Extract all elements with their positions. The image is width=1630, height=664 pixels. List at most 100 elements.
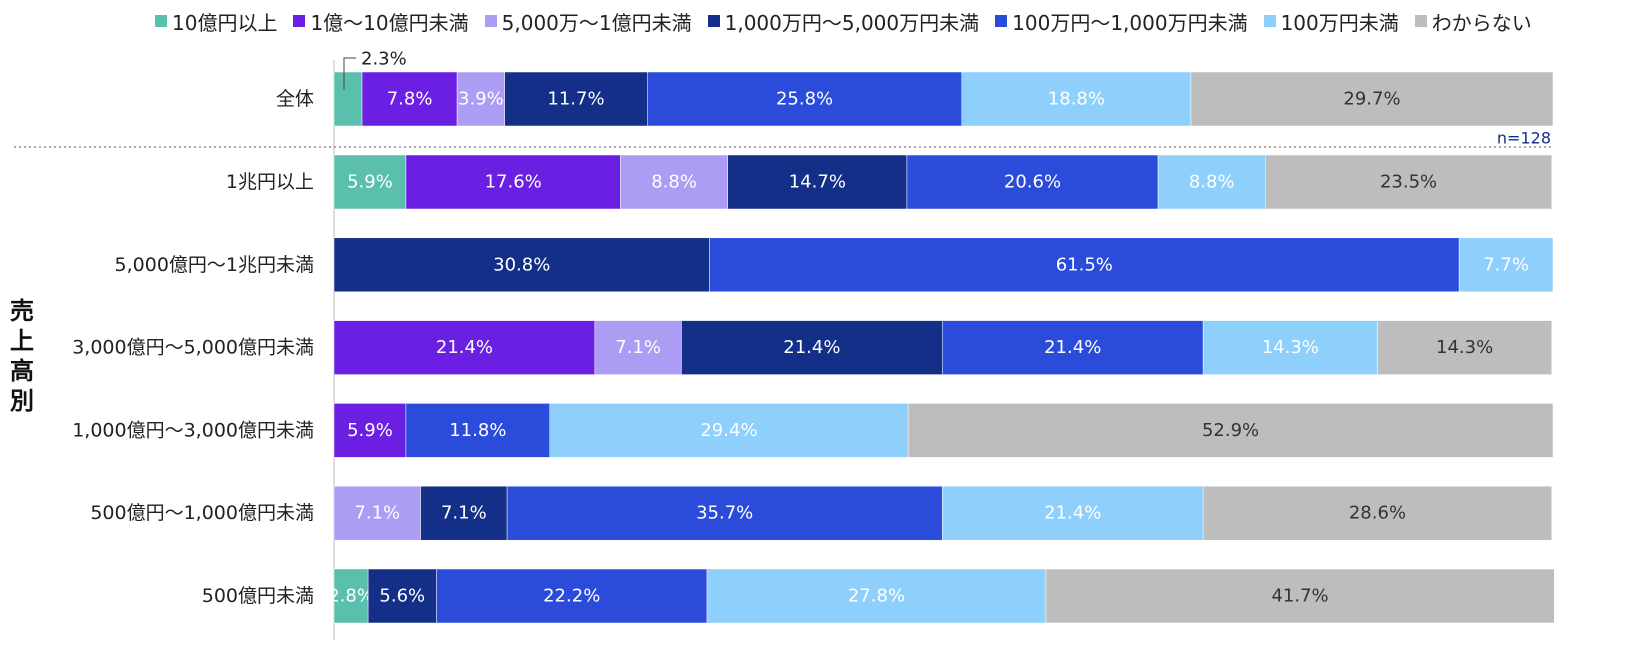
data-label: 17.6% bbox=[485, 172, 542, 193]
bar-segment bbox=[333, 154, 407, 210]
data-label: 5.9% bbox=[347, 172, 393, 193]
legend-item: 100万円未満 bbox=[1263, 7, 1399, 36]
category-label: 500億円～1,000億円未満 bbox=[90, 502, 314, 524]
bar-segment bbox=[456, 71, 505, 127]
group-label-char: 別 bbox=[10, 387, 34, 415]
legend-item: わからない bbox=[1414, 7, 1532, 36]
data-label: 8.8% bbox=[1189, 172, 1235, 193]
legend-label: 1億～10億円未満 bbox=[310, 10, 469, 35]
bar-segment bbox=[907, 403, 1554, 458]
data-label: 14.7% bbox=[789, 172, 846, 193]
bar-segment bbox=[405, 403, 551, 458]
bar-segment bbox=[436, 568, 708, 624]
bar-segment bbox=[361, 71, 458, 127]
legend-label: 1,000万円～5,000万円未満 bbox=[724, 10, 980, 35]
data-label: 11.8% bbox=[449, 420, 506, 441]
category-label: 500億円未満 bbox=[202, 585, 314, 607]
bar-segment bbox=[333, 568, 369, 624]
data-label: 7.1% bbox=[441, 503, 487, 524]
legend-item: 1億～10億円未満 bbox=[293, 7, 469, 36]
legend-label: 5,000万～1億円未満 bbox=[501, 10, 692, 35]
bar-segment bbox=[961, 71, 1192, 127]
data-label: 52.9% bbox=[1202, 420, 1259, 441]
bar-segment bbox=[594, 320, 682, 375]
data-label: 25.8% bbox=[776, 89, 833, 110]
data-label: 29.4% bbox=[700, 420, 757, 441]
legend-label: 100万円未満 bbox=[1280, 10, 1399, 35]
bar-segment bbox=[506, 485, 943, 541]
data-label: 7.1% bbox=[354, 503, 400, 524]
data-label: 7.8% bbox=[387, 89, 433, 110]
bar-segment bbox=[405, 154, 621, 210]
legend-swatch bbox=[293, 15, 306, 27]
data-label: 11.7% bbox=[547, 89, 604, 110]
bar-segment bbox=[1202, 485, 1553, 541]
bar-segment bbox=[709, 237, 1460, 293]
data-label: 61.5% bbox=[1056, 254, 1113, 275]
group-label-char: 上 bbox=[10, 327, 34, 355]
bar-segment bbox=[1265, 154, 1553, 210]
group-label-char: 売 bbox=[10, 297, 34, 325]
bar-segment bbox=[706, 568, 1047, 624]
data-label: 18.8% bbox=[1048, 89, 1105, 110]
bar-segment bbox=[906, 154, 1159, 210]
bar-segment bbox=[1045, 568, 1555, 624]
bar-segment bbox=[1190, 71, 1554, 127]
bar-segment bbox=[333, 485, 421, 541]
data-label: 7.7% bbox=[1483, 254, 1529, 275]
data-label: 41.7% bbox=[1271, 586, 1328, 607]
data-label: 27.8% bbox=[848, 586, 905, 607]
legend-label: 10億円以上 bbox=[172, 10, 278, 35]
category-label: 1兆円以上 bbox=[226, 171, 314, 193]
legend-swatch bbox=[1263, 15, 1276, 27]
chart-legend: 10億円以上 1億～10億円未満 5,000万～1億円未満 1,000万円～5,000… bbox=[155, 7, 1532, 36]
leader-line bbox=[343, 57, 356, 90]
bar-segment bbox=[420, 485, 508, 541]
data-label: 21.4% bbox=[1044, 503, 1101, 524]
category-label: 全体 bbox=[276, 88, 314, 110]
data-label: 5.9% bbox=[347, 420, 393, 441]
data-label: 14.3% bbox=[1262, 337, 1319, 358]
legend-label: わからない bbox=[1431, 10, 1532, 35]
n-label: n=128 bbox=[1497, 129, 1551, 148]
category-label: 3,000億円～5,000億円未満 bbox=[72, 337, 314, 359]
data-label: 2.3% bbox=[361, 49, 407, 70]
data-label: 8.8% bbox=[651, 172, 697, 193]
bar-segment bbox=[681, 320, 943, 375]
legend-swatch bbox=[707, 15, 720, 27]
legend-item: 5,000万～1億円未満 bbox=[484, 7, 692, 36]
bar-segment bbox=[1458, 237, 1554, 293]
data-label: 30.8% bbox=[493, 254, 550, 275]
data-label: 23.5% bbox=[1380, 172, 1437, 193]
bar-segment bbox=[1377, 320, 1553, 375]
data-label: 21.4% bbox=[1044, 337, 1101, 358]
bar-segment bbox=[942, 485, 1204, 541]
bar-segment bbox=[333, 320, 596, 375]
category-label: 1,000億円～3,000億円未満 bbox=[72, 419, 314, 441]
bar-segment bbox=[727, 154, 908, 210]
bar-segment bbox=[647, 71, 963, 127]
data-label: 2.8% bbox=[328, 586, 374, 607]
data-label: 14.3% bbox=[1436, 337, 1493, 358]
legend-swatch bbox=[1414, 15, 1427, 27]
data-label: 35.7% bbox=[696, 503, 753, 524]
data-label: 21.4% bbox=[783, 337, 840, 358]
data-label: 28.6% bbox=[1349, 503, 1406, 524]
data-label: 22.2% bbox=[543, 586, 600, 607]
legend-label: 100万円～1,000万円未満 bbox=[1012, 10, 1248, 35]
data-label: 20.6% bbox=[1004, 172, 1061, 193]
category-label: 5,000億円～1兆円未満 bbox=[115, 254, 314, 276]
legend-item: 100万円～1,000万円未満 bbox=[995, 7, 1248, 36]
data-label: 21.4% bbox=[436, 337, 493, 358]
bar-segment bbox=[367, 568, 437, 624]
bar-segment bbox=[549, 403, 909, 458]
bar-segment bbox=[1157, 154, 1266, 210]
legend-swatch bbox=[155, 15, 167, 27]
group-label-char: 高 bbox=[10, 357, 34, 385]
bar-segment bbox=[620, 154, 728, 210]
bar-segment bbox=[942, 320, 1204, 375]
data-label: 7.1% bbox=[615, 337, 661, 358]
data-label: 5.6% bbox=[379, 586, 425, 607]
bar-segment bbox=[1202, 320, 1378, 375]
